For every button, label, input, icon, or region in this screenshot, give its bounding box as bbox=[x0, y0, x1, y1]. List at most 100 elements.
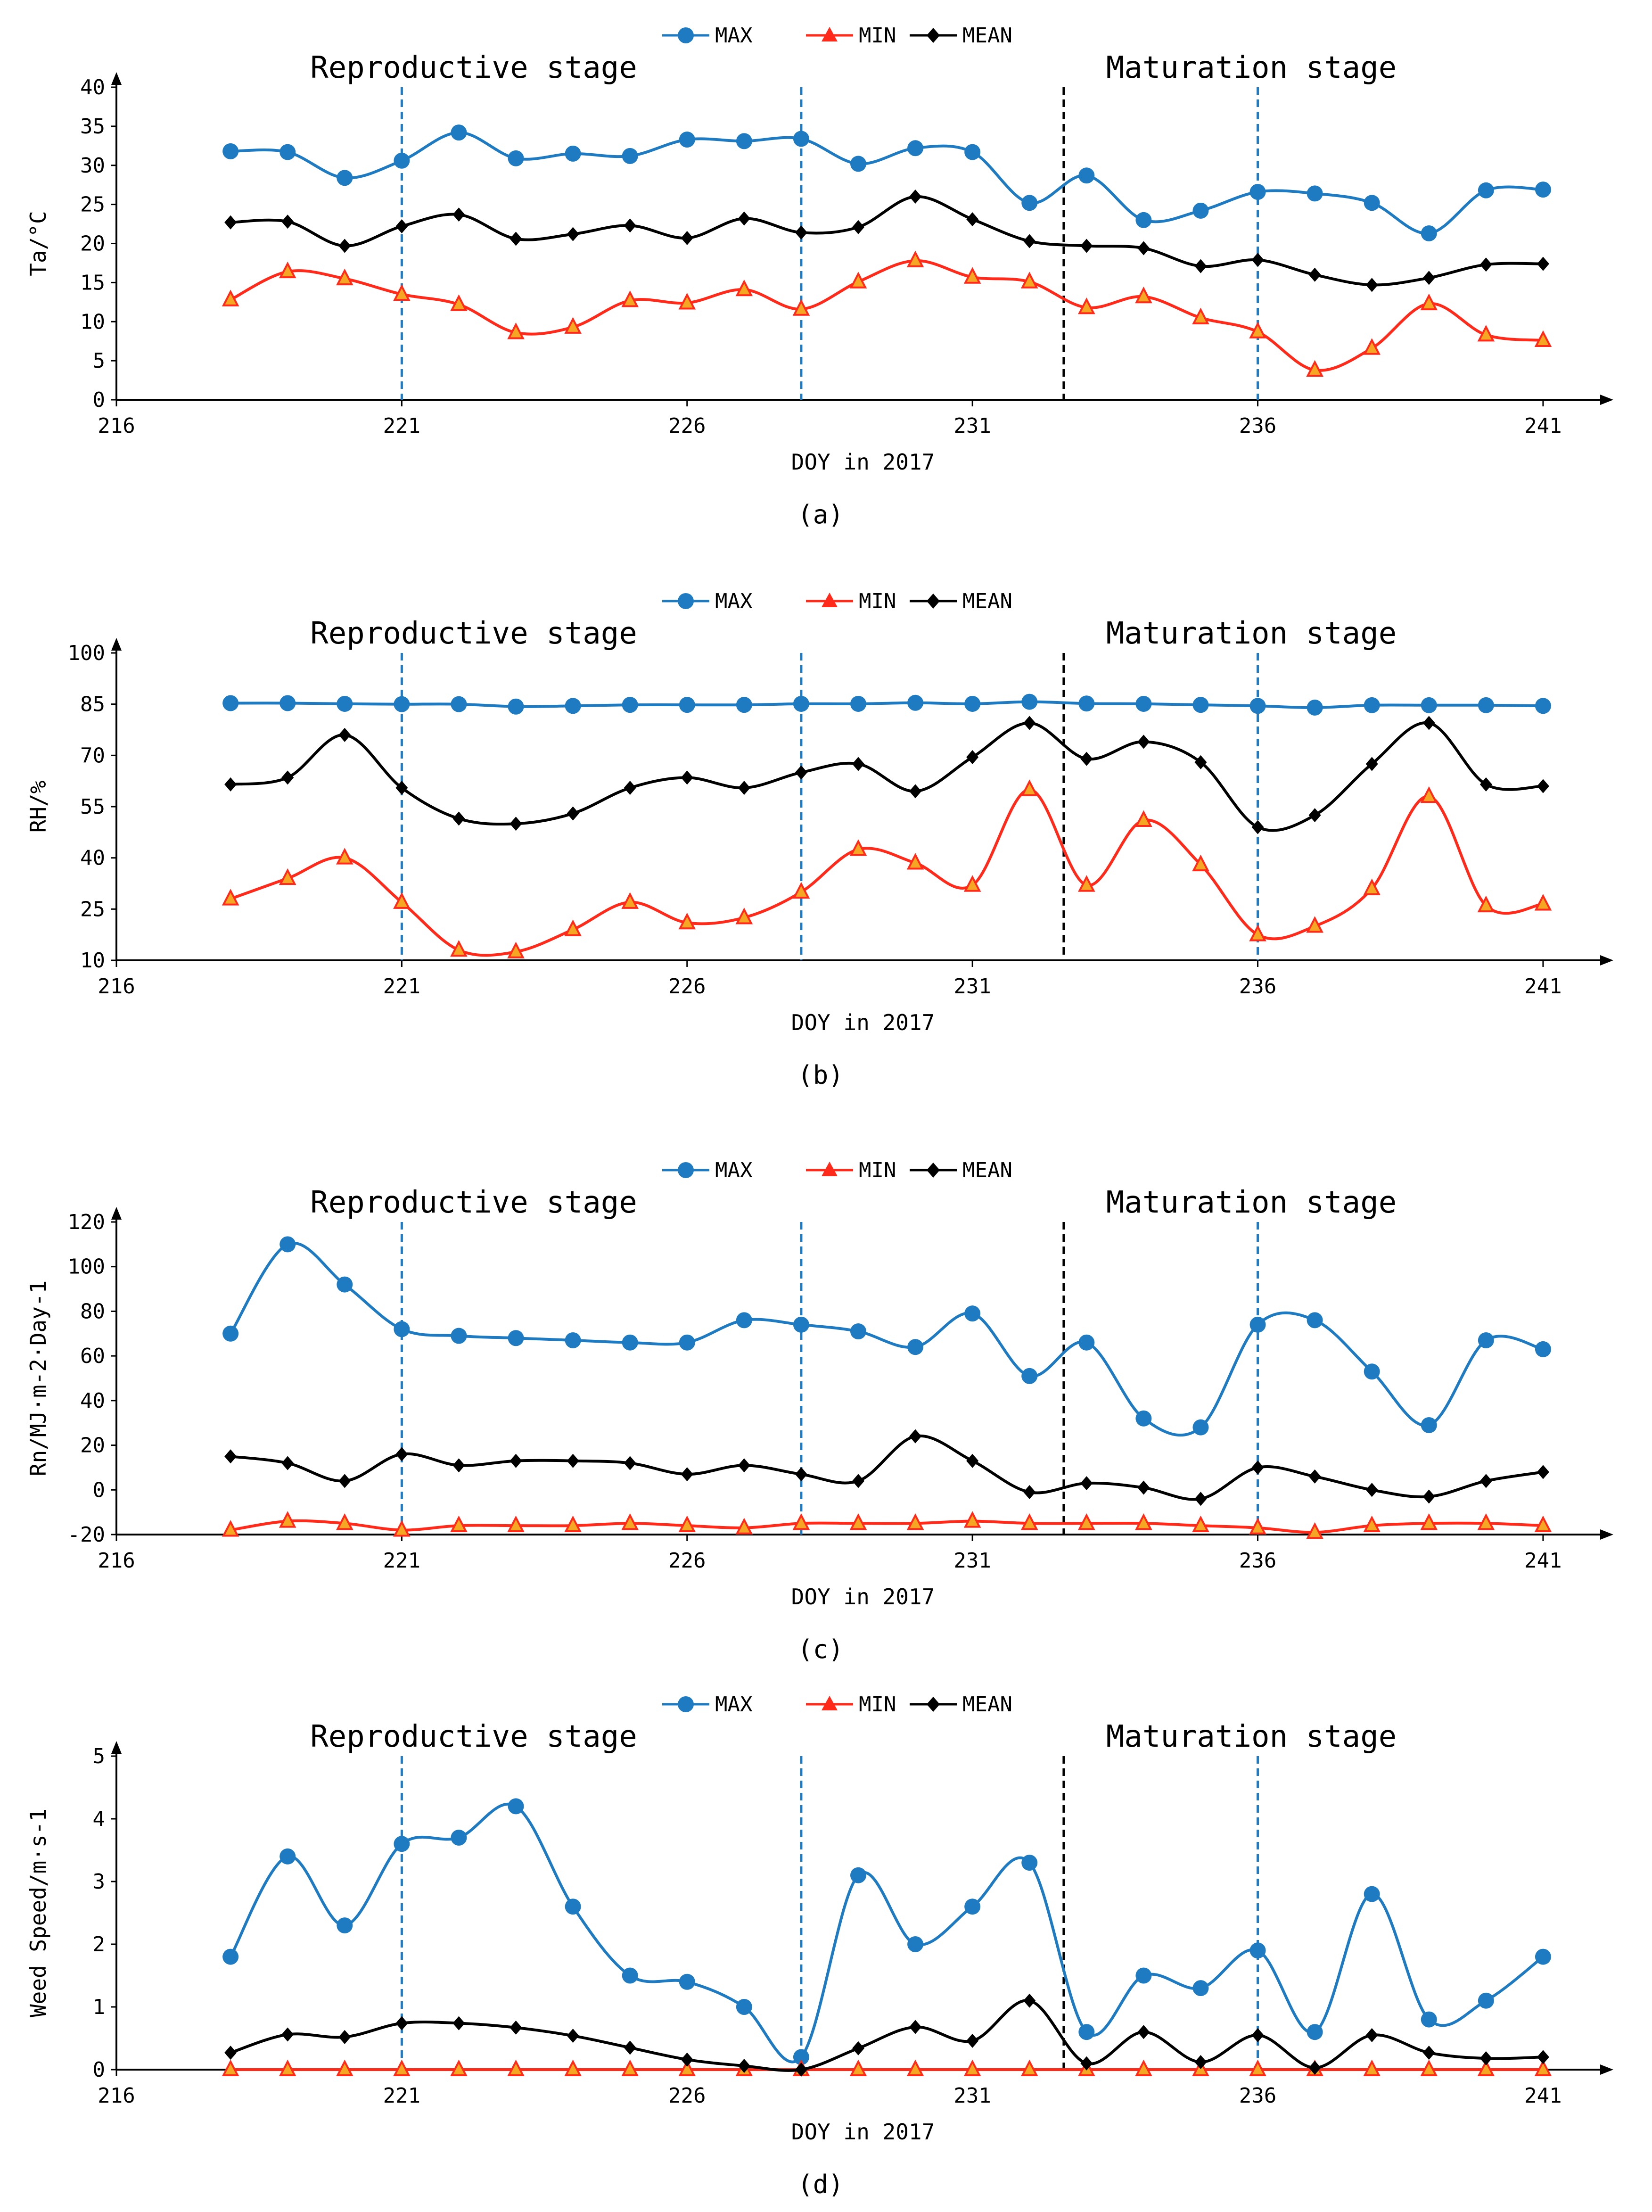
data-point bbox=[1192, 202, 1209, 219]
data-point bbox=[1078, 167, 1095, 184]
data-point bbox=[337, 1917, 353, 1934]
series-min bbox=[222, 1511, 1552, 1539]
data-point bbox=[907, 1936, 924, 1952]
data-point bbox=[1194, 259, 1207, 273]
data-point bbox=[624, 2040, 636, 2055]
data-point bbox=[1251, 253, 1264, 267]
data-point bbox=[735, 1518, 753, 1535]
data-point bbox=[1020, 1513, 1038, 1530]
x-tick-label: 226 bbox=[668, 2084, 706, 2108]
data-point bbox=[1021, 195, 1038, 211]
data-point bbox=[1535, 182, 1551, 198]
data-point bbox=[395, 1447, 408, 1461]
x-tick-label: 241 bbox=[1524, 414, 1562, 438]
series-min bbox=[222, 779, 1552, 958]
data-point bbox=[1537, 2050, 1549, 2064]
x-tick-label: 236 bbox=[1239, 414, 1276, 438]
data-point bbox=[736, 133, 752, 149]
data-point bbox=[738, 211, 750, 226]
data-point bbox=[1479, 777, 1492, 792]
data-point bbox=[336, 268, 353, 286]
data-point bbox=[852, 220, 864, 234]
data-point bbox=[1535, 1948, 1551, 1965]
data-point bbox=[393, 892, 411, 909]
data-point bbox=[279, 144, 296, 160]
legend-label: MIN bbox=[859, 589, 896, 613]
data-point bbox=[1021, 1855, 1038, 1871]
y-tick-label: 10 bbox=[80, 310, 105, 334]
legend-marker-diamond bbox=[927, 1697, 940, 1712]
y-axis-arrow bbox=[111, 1741, 122, 1754]
data-point bbox=[1135, 286, 1152, 304]
legend-label: MIN bbox=[859, 1692, 896, 1717]
data-point bbox=[964, 1898, 981, 1915]
data-point bbox=[1194, 2055, 1207, 2070]
x-tick-label: 221 bbox=[383, 2084, 420, 2108]
data-point bbox=[738, 1458, 750, 1473]
data-point bbox=[394, 1321, 410, 1337]
y-tick-label: 70 bbox=[80, 743, 105, 768]
x-tick-label: 236 bbox=[1239, 974, 1276, 999]
y-tick-label: 3 bbox=[93, 1870, 106, 1894]
panel-caption: (b) bbox=[797, 1060, 844, 1090]
series-max bbox=[222, 1236, 1551, 1437]
data-point bbox=[849, 1513, 867, 1530]
data-point bbox=[679, 1973, 695, 1990]
data-point bbox=[510, 231, 522, 246]
data-point bbox=[1251, 2028, 1264, 2042]
data-point bbox=[1537, 1465, 1549, 1479]
series-line bbox=[230, 1519, 1544, 1534]
data-point bbox=[622, 697, 638, 713]
legend-marker-triangle bbox=[822, 1696, 838, 1710]
panel-caption: (c) bbox=[797, 1634, 844, 1664]
y-axis-title: Rn/MJ·m-2·Day-1 bbox=[25, 1280, 51, 1476]
data-point bbox=[508, 1330, 524, 1346]
data-point bbox=[906, 853, 924, 870]
data-point bbox=[1363, 878, 1381, 895]
data-point bbox=[450, 1515, 468, 1533]
data-point bbox=[337, 695, 353, 712]
data-point bbox=[678, 912, 696, 930]
data-point bbox=[1479, 2051, 1492, 2066]
data-point bbox=[395, 781, 408, 795]
y-tick-label: 25 bbox=[80, 193, 105, 217]
data-point bbox=[279, 1848, 296, 1865]
data-point bbox=[792, 882, 810, 899]
data-point bbox=[681, 231, 693, 245]
series-max bbox=[222, 1798, 1551, 2065]
data-point bbox=[678, 1515, 696, 1533]
data-point bbox=[565, 1898, 581, 1915]
data-point bbox=[1534, 894, 1552, 911]
data-point bbox=[1364, 1886, 1380, 1902]
data-point bbox=[336, 848, 353, 865]
data-point bbox=[565, 145, 581, 162]
data-point bbox=[1537, 256, 1549, 271]
data-point bbox=[1249, 2059, 1266, 2076]
chart-panel-a: 0 5 10 15 20 25 30 35 40 216 221 226 231 236 241 DOY in… bbox=[25, 24, 1613, 529]
data-point bbox=[1477, 895, 1495, 913]
data-point bbox=[907, 140, 924, 157]
data-point bbox=[222, 143, 239, 159]
data-point bbox=[1308, 2061, 1321, 2075]
legend-marker-diamond bbox=[927, 1163, 940, 1178]
x-tick-label: 226 bbox=[668, 1549, 706, 1573]
data-point bbox=[622, 1967, 638, 1984]
data-point bbox=[336, 1513, 353, 1530]
data-point bbox=[622, 148, 638, 164]
data-point bbox=[281, 1456, 294, 1470]
data-point bbox=[393, 1520, 411, 1537]
series-line bbox=[230, 788, 1544, 957]
data-point bbox=[1078, 875, 1095, 892]
stage-label-reproductive: Reproductive stage bbox=[310, 1185, 637, 1220]
data-point bbox=[1135, 1967, 1152, 1984]
series-line bbox=[229, 1242, 1544, 1437]
data-point bbox=[1307, 185, 1323, 202]
data-point bbox=[1078, 695, 1095, 712]
data-point bbox=[622, 1334, 638, 1351]
data-point bbox=[907, 1339, 924, 1355]
y-tick-label: 0 bbox=[93, 2058, 106, 2082]
data-point bbox=[450, 940, 468, 957]
data-point bbox=[394, 1836, 410, 1852]
data-point bbox=[1192, 1980, 1209, 1997]
data-point bbox=[1308, 267, 1321, 282]
